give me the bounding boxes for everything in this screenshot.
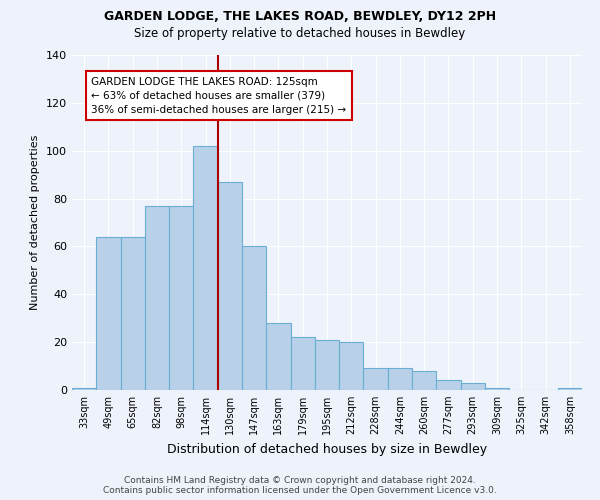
Bar (266, 323, 290, 390)
Bar (72, 388, 96, 390)
Bar (315, 340, 339, 390)
Bar (242, 246, 266, 390)
Bar (412, 371, 436, 390)
Bar (145, 206, 169, 390)
Bar (436, 380, 461, 390)
Bar (193, 146, 218, 390)
Bar (290, 338, 315, 390)
Bar (364, 368, 388, 390)
Bar (121, 237, 145, 390)
Text: Size of property relative to detached houses in Bewdley: Size of property relative to detached ho… (134, 28, 466, 40)
Text: GARDEN LODGE THE LAKES ROAD: 125sqm
← 63% of detached houses are smaller (379)
3: GARDEN LODGE THE LAKES ROAD: 125sqm ← 63… (91, 76, 347, 114)
Text: Contains HM Land Registry data © Crown copyright and database right 2024.
Contai: Contains HM Land Registry data © Crown c… (103, 476, 497, 495)
Bar (96, 237, 121, 390)
Bar (218, 182, 242, 390)
Bar (169, 206, 193, 390)
Bar (558, 388, 582, 390)
Bar (485, 388, 509, 390)
Bar (461, 383, 485, 390)
Text: GARDEN LODGE, THE LAKES ROAD, BEWDLEY, DY12 2PH: GARDEN LODGE, THE LAKES ROAD, BEWDLEY, D… (104, 10, 496, 23)
Y-axis label: Number of detached properties: Number of detached properties (31, 135, 40, 310)
Bar (388, 368, 412, 390)
X-axis label: Distribution of detached houses by size in Bewdley: Distribution of detached houses by size … (167, 442, 487, 456)
Bar (339, 342, 364, 390)
